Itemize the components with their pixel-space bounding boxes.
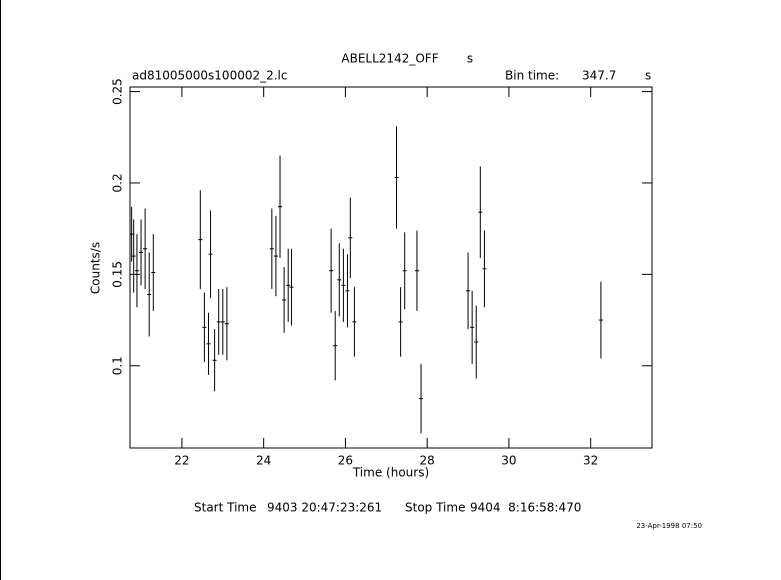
bin-time-label: Bin time: — [505, 69, 559, 83]
start-time-label: Start Time — [194, 501, 257, 515]
x-tick-label: 32 — [583, 454, 598, 468]
x-tick-label: 22 — [174, 454, 189, 468]
date-stamp: 23-Apr-1998 07:50 — [636, 522, 702, 530]
y-tick-label: 0.2 — [111, 173, 125, 192]
bin-time-unit: s — [645, 69, 651, 83]
x-tick-label: 24 — [256, 454, 271, 468]
stop-time-label: Stop Time — [405, 501, 465, 515]
title-unit: s — [467, 52, 473, 66]
y-axis-label: Counts/s — [89, 242, 103, 294]
x-tick-label: 30 — [501, 454, 516, 468]
x-tick-label: 26 — [338, 454, 353, 468]
x-tick-label: 28 — [420, 454, 435, 468]
y-tick-label: 0.15 — [111, 261, 125, 288]
x-axis-label: Time (hours) — [352, 466, 429, 480]
start-time: 9403 20:47:23:261 — [267, 501, 382, 515]
file-name: ad81005000s100002_2.lc — [132, 69, 288, 83]
chart-title: ABELL2142_OFF — [341, 52, 438, 66]
stop-time: 9404 8:16:58:470 — [470, 501, 581, 515]
y-tick-label: 0.25 — [111, 78, 125, 105]
y-tick-label: 0.1 — [111, 356, 125, 375]
plot-frame — [129, 86, 653, 449]
bin-time: 347.7 — [582, 69, 616, 83]
